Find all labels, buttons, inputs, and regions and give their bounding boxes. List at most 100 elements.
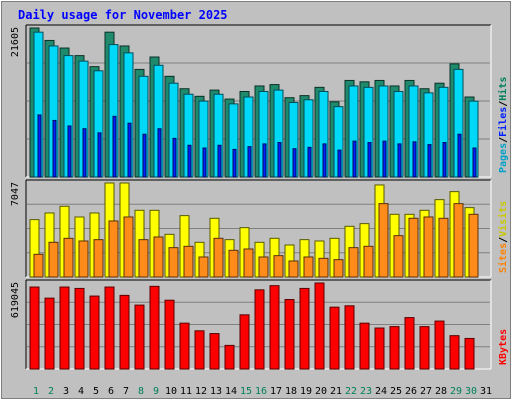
bar-sites [408,217,419,278]
bar-files [277,142,282,178]
x-tick-label: 28 [435,386,447,397]
bar-files [457,133,462,178]
series-sites [33,203,479,278]
x-tick-label: 17 [270,386,282,397]
legend-entry: / [498,101,509,107]
bar-sites [363,245,374,278]
bar-files [67,125,72,178]
bar-sites [288,260,299,278]
bar-sites [438,217,449,278]
bar-kbytes [254,289,265,370]
legend-entry: KBytes [498,329,509,365]
bar-files [127,122,132,178]
bar-kbytes [449,335,460,370]
bar-files [322,143,327,178]
bar-sites [33,253,44,278]
bar-sites [93,239,104,278]
x-tick-label: 26 [405,386,417,397]
panel-kbytes: 619045 KBytes [10,279,509,370]
bar-files [142,133,147,178]
bar-kbytes [224,344,235,370]
bar-files [352,140,357,178]
legend-entry: / [498,137,509,143]
panel-legend: Sites/Visits [497,201,509,273]
x-tick-label: 12 [195,386,207,397]
x-tick-label: 30 [465,386,477,397]
legend-entry: Visits [497,201,509,237]
bar-sites [198,256,209,278]
bar-kbytes [374,327,385,370]
bar-kbytes [179,322,190,370]
bar-files [172,137,177,178]
legend-entry: Files [497,107,509,137]
bar-sites [423,216,434,278]
x-tick-label: 2 [48,386,54,397]
x-tick-label: 5 [93,386,99,397]
bar-sites [108,220,119,278]
x-tick-label: 31 [480,386,492,397]
x-tick-label: 9 [153,386,159,397]
bar-sites [303,256,314,278]
x-tick-label: 14 [225,386,237,397]
y-max-label: 619045 [10,282,21,318]
bar-kbytes [209,333,220,370]
bar-sites [468,213,479,278]
y-max-label: 7047 [10,182,21,206]
legend-entry: / [498,237,509,243]
x-tick-label: 19 [300,386,312,397]
panel-legend: KBytes [498,329,509,365]
bar-kbytes [269,285,280,370]
bar-kbytes [284,299,295,370]
series-files [37,114,477,178]
panel-visits-sites: 7047 Sites/Visits [10,179,509,278]
bar-kbytes [329,306,340,370]
legend-entry: Sites [497,243,509,273]
bar-kbytes [239,314,250,370]
legend-entry: Hits [497,77,509,101]
x-tick-label: 25 [390,386,402,397]
bar-kbytes [194,330,205,370]
bar-kbytes [299,287,310,370]
bar-files [262,143,267,178]
bar-sites [123,216,134,278]
bar-kbytes [434,320,445,370]
bar-sites [258,256,269,278]
bar-files [472,147,477,178]
x-tick-label: 8 [138,386,144,397]
bar-kbytes [149,285,160,370]
x-tick-label: 20 [315,386,327,397]
bar-files [337,149,342,178]
bar-kbytes [104,286,115,370]
bar-kbytes [29,286,40,370]
bar-sites [48,241,59,278]
bar-sites [243,248,254,278]
bar-files [97,132,102,178]
x-tick-label: 11 [180,386,192,397]
bar-sites [273,255,284,278]
bar-files [307,146,312,178]
bar-files [52,119,57,178]
bar-kbytes [44,297,55,370]
bar-kbytes [344,305,355,370]
bar-kbytes [164,299,175,370]
legend-entry: Pages [498,143,509,173]
bar-files [157,128,162,178]
x-tick-label: 1 [33,386,39,397]
bar-kbytes [389,326,400,370]
bar-sites [378,203,389,278]
bar-sites [333,259,344,278]
bar-kbytes [119,294,130,370]
bar-sites [348,247,359,278]
bar-kbytes [89,295,100,370]
bar-files [247,146,252,178]
bar-kbytes [359,322,370,370]
x-tick-label: 15 [240,386,252,397]
x-tick-label: 29 [450,386,462,397]
bar-files [292,148,297,178]
x-tick-label: 4 [78,386,84,397]
x-tick-label: 3 [63,386,69,397]
